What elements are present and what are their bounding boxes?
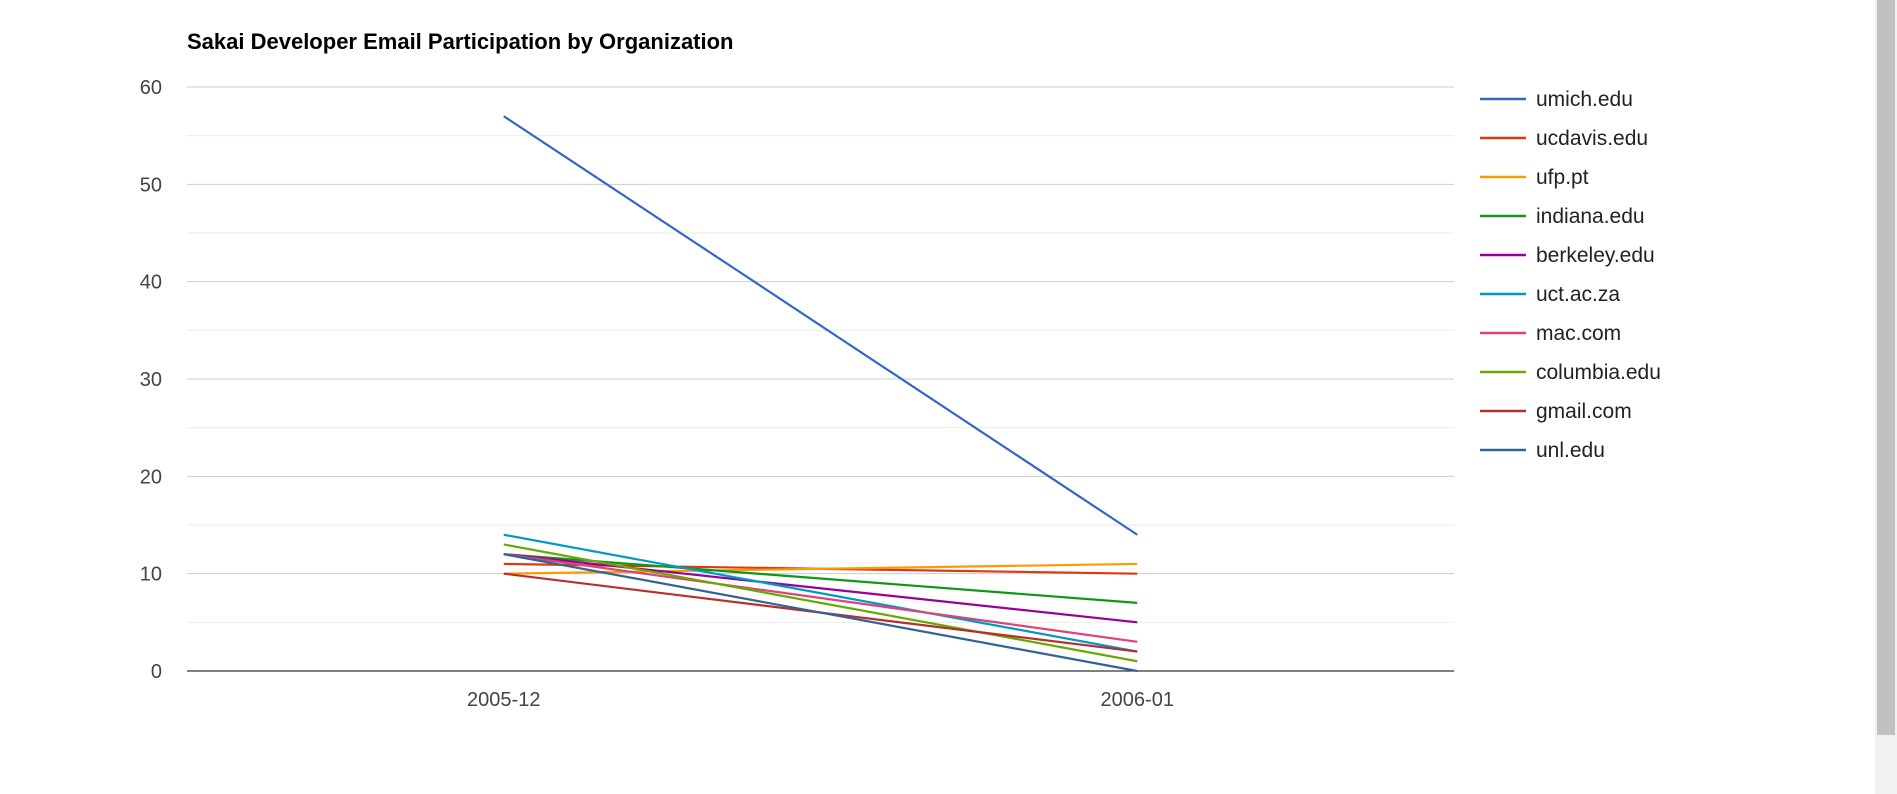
x-axis: 2005-12 2006-01	[467, 689, 1174, 711]
gridlines	[187, 86, 1454, 672]
series-lines	[503, 115, 1138, 673]
y-tick-label: 40	[140, 272, 162, 294]
legend-item: ucdavis.edu	[1480, 127, 1648, 150]
y-tick-label: 30	[140, 369, 162, 391]
legend-item: indiana.edu	[1480, 205, 1645, 228]
scrollbar-thumb[interactable]	[1877, 0, 1895, 735]
series-line-berkeley-edu	[503, 553, 1138, 624]
legend-label: columbia.edu	[1536, 361, 1661, 384]
series-line-columbia-edu	[503, 543, 1138, 663]
legend-label: berkeley.edu	[1536, 244, 1655, 267]
series-line-unl-edu	[503, 553, 1138, 673]
x-tick-label: 2006-01	[1101, 689, 1174, 711]
x-tick-label: 2005-12	[467, 689, 540, 711]
legend-item: unl.edu	[1480, 439, 1605, 462]
legend-item: columbia.edu	[1480, 361, 1661, 384]
legend-label: ucdavis.edu	[1536, 127, 1648, 150]
y-tick-label: 60	[140, 77, 162, 99]
y-tick-label: 10	[140, 564, 162, 586]
legend-label: mac.com	[1536, 322, 1621, 345]
legend-item: umich.edu	[1480, 88, 1633, 111]
series-line-umich-edu	[503, 115, 1138, 536]
legend-label: unl.edu	[1536, 439, 1605, 462]
series-line-uct-ac-za	[503, 533, 1138, 653]
legend-item: uct.ac.za	[1480, 283, 1620, 306]
legend-item: berkeley.edu	[1480, 244, 1655, 267]
y-tick-label: 20	[140, 466, 162, 488]
y-tick-label: 50	[140, 174, 162, 196]
legend-label: indiana.edu	[1536, 205, 1645, 228]
legend-item: gmail.com	[1480, 400, 1632, 423]
chart-title: Sakai Developer Email Participation by O…	[187, 29, 734, 54]
y-tick-label: 0	[151, 661, 162, 683]
y-axis: 0 10 20 30 40 50 60	[140, 77, 162, 683]
legend-label: umich.edu	[1536, 88, 1633, 111]
legend: umich.edu ucdavis.edu ufp.pt indiana.edu ber…	[1480, 88, 1661, 462]
legend-item: mac.com	[1480, 322, 1621, 345]
series-line-mac-com	[503, 553, 1138, 643]
series-line-indiana-edu	[503, 553, 1138, 604]
legend-item: ufp.pt	[1480, 166, 1589, 189]
legend-label: gmail.com	[1536, 400, 1632, 423]
legend-label: ufp.pt	[1536, 166, 1589, 189]
series-line-ufp-pt	[503, 562, 1138, 575]
legend-label: uct.ac.za	[1536, 283, 1620, 306]
